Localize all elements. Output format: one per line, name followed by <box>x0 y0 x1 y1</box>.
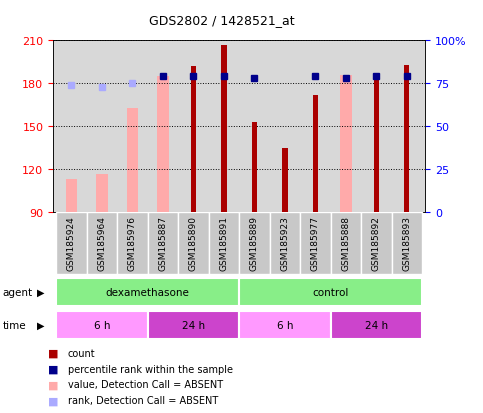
Bar <box>270 213 300 275</box>
Bar <box>300 213 330 275</box>
Text: GSM185888: GSM185888 <box>341 216 350 271</box>
Bar <box>373 80 379 213</box>
Text: GSM185892: GSM185892 <box>372 216 381 271</box>
Bar <box>340 76 352 213</box>
Text: 24 h: 24 h <box>182 320 205 330</box>
Bar <box>86 213 117 275</box>
Text: dexamethasone: dexamethasone <box>106 287 189 297</box>
Text: GSM185977: GSM185977 <box>311 216 320 271</box>
Text: GSM185890: GSM185890 <box>189 216 198 271</box>
Text: 6 h: 6 h <box>277 320 293 330</box>
Text: rank, Detection Call = ABSENT: rank, Detection Call = ABSENT <box>68 395 218 405</box>
Bar <box>209 213 239 275</box>
Text: GSM185976: GSM185976 <box>128 216 137 271</box>
Bar <box>392 213 422 275</box>
Text: ■: ■ <box>48 395 59 405</box>
Text: value, Detection Call = ABSENT: value, Detection Call = ABSENT <box>68 380 223 389</box>
Bar <box>117 213 148 275</box>
Bar <box>313 95 318 213</box>
Bar <box>66 180 77 213</box>
Text: count: count <box>68 348 95 358</box>
Bar <box>361 213 392 275</box>
Text: 6 h: 6 h <box>94 320 110 330</box>
Bar <box>178 213 209 275</box>
Text: GSM185923: GSM185923 <box>280 216 289 271</box>
Text: GSM185924: GSM185924 <box>67 216 76 271</box>
Bar <box>127 109 138 213</box>
Bar <box>404 66 410 213</box>
Text: GSM185891: GSM185891 <box>219 216 228 271</box>
Text: control: control <box>313 287 349 297</box>
Text: GSM185887: GSM185887 <box>158 216 168 271</box>
Bar <box>191 67 196 213</box>
Bar <box>148 213 178 275</box>
Text: GSM185889: GSM185889 <box>250 216 259 271</box>
Bar <box>56 213 86 275</box>
Text: percentile rank within the sample: percentile rank within the sample <box>68 364 233 374</box>
Text: ■: ■ <box>48 364 59 374</box>
Bar <box>239 278 422 306</box>
Bar <box>239 213 270 275</box>
Bar <box>157 77 169 213</box>
Text: ■: ■ <box>48 380 59 389</box>
Bar <box>96 174 108 213</box>
Bar <box>56 311 148 339</box>
Bar <box>330 311 422 339</box>
Bar <box>330 213 361 275</box>
Bar <box>282 148 287 213</box>
Text: 24 h: 24 h <box>365 320 388 330</box>
Text: GSM185964: GSM185964 <box>98 216 106 271</box>
Bar <box>252 123 257 213</box>
Text: ▶: ▶ <box>37 287 45 297</box>
Bar <box>148 311 239 339</box>
Text: ▶: ▶ <box>37 320 45 330</box>
Text: agent: agent <box>2 287 32 297</box>
Bar <box>221 45 227 213</box>
Text: GSM185893: GSM185893 <box>402 216 411 271</box>
Bar <box>239 311 330 339</box>
Text: GDS2802 / 1428521_at: GDS2802 / 1428521_at <box>149 14 295 27</box>
Text: time: time <box>2 320 26 330</box>
Text: ■: ■ <box>48 348 59 358</box>
Bar <box>56 278 239 306</box>
